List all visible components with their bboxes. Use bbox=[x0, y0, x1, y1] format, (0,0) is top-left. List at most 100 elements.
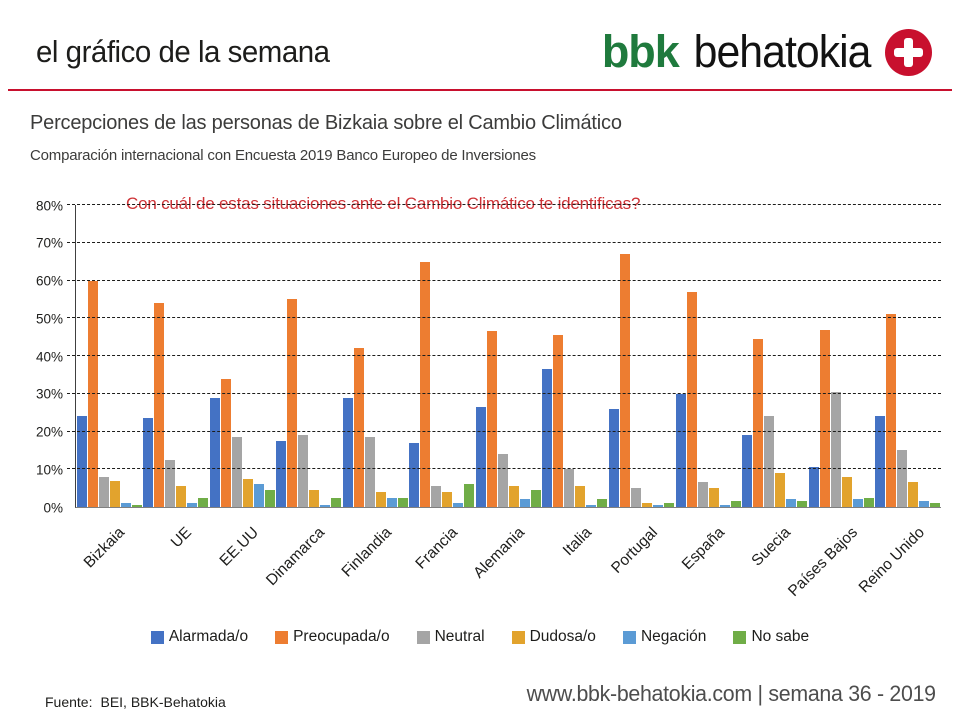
bar-Alarmada/o-Dinamarca bbox=[276, 440, 287, 507]
bar-Preocupada/o-Finlandia bbox=[353, 348, 364, 507]
bar-No sabe-España bbox=[730, 501, 741, 507]
legend-item-Neutral: Neutral bbox=[416, 628, 485, 646]
bar-group-Alemania bbox=[475, 205, 542, 507]
bar-Negación-Bizkaia bbox=[120, 503, 131, 507]
footer-separator: | bbox=[757, 681, 764, 706]
bar-Dudosa/o-UE bbox=[176, 486, 187, 507]
bar-Neutral-Francia bbox=[431, 486, 442, 507]
y-axis-tick-70%: 70% bbox=[35, 235, 63, 251]
gridline-50% bbox=[67, 317, 941, 319]
legend-swatch-icon bbox=[275, 630, 289, 644]
bar-Preocupada/o-Portugal bbox=[620, 254, 631, 507]
x-axis-labels: Bizkaia UE EE.UU Dinamarca Finlandia Francia A… bbox=[75, 514, 941, 604]
plus-cross-icon bbox=[885, 28, 932, 76]
bar-Dudosa/o-EE.UU bbox=[242, 478, 253, 507]
x-axis-label-Francia: Francia bbox=[412, 524, 462, 573]
bar-group-España bbox=[675, 205, 742, 507]
bar-Neutral-Bizkaia bbox=[98, 476, 109, 507]
bar-Alarmada/o-Italia bbox=[542, 369, 553, 507]
bar-Negación-Reino Unido bbox=[919, 501, 930, 507]
bar-Neutral-UE bbox=[165, 459, 176, 507]
bar-Preocupada/o-Alemania bbox=[486, 331, 497, 507]
bar-No sabe-Italia bbox=[597, 499, 608, 507]
bar-No sabe-UE bbox=[198, 497, 209, 507]
y-axis-tick-30%: 30% bbox=[35, 386, 63, 402]
bar-group-Reino Unido bbox=[874, 205, 941, 507]
y-axis-tick-40%: 40% bbox=[35, 349, 63, 364]
chart-title: Percepciones de las personas de Bizkaia … bbox=[30, 112, 622, 134]
bar-Neutral-Alemania bbox=[497, 454, 508, 507]
gridline-70% bbox=[67, 241, 941, 243]
x-axis-label-Portugal: Portugal bbox=[608, 524, 662, 577]
bar-Preocupada/o-Reino Unido bbox=[886, 314, 897, 507]
bar-Alarmada/o-Países Bajos bbox=[808, 467, 819, 507]
x-axis-label-Bizkaia: Bizkaia bbox=[80, 524, 129, 572]
bar-Alarmada/o-Francia bbox=[409, 442, 420, 507]
legend-label: Alarmada/o bbox=[168, 628, 249, 645]
legend-label: Neutral bbox=[434, 628, 485, 645]
legend-label: Dudosa/o bbox=[529, 628, 596, 645]
bar-Preocupada/o-Países Bajos bbox=[819, 329, 830, 507]
bar-No sabe-Dinamarca bbox=[331, 497, 342, 507]
x-axis-label-Dinamarca: Dinamarca bbox=[263, 524, 329, 590]
x-axis-label-Reino Unido: Reino Unido bbox=[855, 524, 928, 597]
bar-Neutral-Portugal bbox=[631, 488, 642, 507]
bar-No sabe-Francia bbox=[464, 484, 475, 507]
bar-Alarmada/o-Reino Unido bbox=[875, 416, 886, 507]
gridline-40% bbox=[67, 355, 941, 356]
bar-group-Bizkaia bbox=[76, 205, 143, 507]
bar-Alarmada/o-Suecia bbox=[742, 435, 753, 507]
legend-label: Negación bbox=[640, 628, 707, 645]
source-note: Fuente: BEI, BBK-Behatokia bbox=[45, 694, 226, 710]
chart-subtitle: Comparación internacional con Encuesta 2… bbox=[30, 147, 536, 164]
gridline-10% bbox=[67, 468, 941, 470]
bar-group-EE.UU bbox=[209, 205, 276, 507]
x-axis-label-Finlandia: Finlandia bbox=[338, 524, 395, 581]
bar-No sabe-Portugal bbox=[664, 503, 675, 507]
bar-Neutral-EE.UU bbox=[231, 437, 242, 507]
legend-swatch-icon bbox=[733, 630, 747, 644]
plot-area: Con cuál de estas situaciones ante el Ca… bbox=[36, 194, 941, 515]
x-axis-label-UE: UE bbox=[167, 524, 195, 552]
y-axis-tick-60%: 60% bbox=[35, 273, 63, 289]
y-axis-tick-80%: 80% bbox=[35, 198, 63, 213]
y-axis-tick-10%: 10% bbox=[35, 462, 63, 478]
bar-group-Portugal bbox=[608, 205, 675, 507]
bar-Neutral-Dinamarca bbox=[298, 435, 309, 507]
logo-behatokia-text: behatokia bbox=[693, 26, 871, 77]
bar-Negación-Francia bbox=[453, 503, 464, 507]
bar-Negación-Portugal bbox=[653, 505, 664, 507]
bar-Neutral-Suecia bbox=[764, 416, 775, 507]
bar-Dudosa/o-España bbox=[708, 488, 719, 507]
legend-item-Dudosa/o: Dudosa/o bbox=[511, 628, 596, 646]
logo-bbk-text: bbk bbox=[601, 26, 680, 77]
source-value: BEI, BBK-Behatokia bbox=[100, 694, 226, 710]
bar-group-Finlandia bbox=[342, 205, 409, 507]
bar-Preocupada/o-Dinamarca bbox=[287, 299, 298, 507]
bar-Negación-Suecia bbox=[786, 499, 797, 507]
header-divider bbox=[8, 89, 952, 91]
bar-group-Suecia bbox=[741, 205, 808, 507]
bar-group-UE bbox=[143, 205, 210, 507]
x-axis-label-Suecia: Suecia bbox=[748, 524, 795, 570]
bar-Dudosa/o-Italia bbox=[575, 486, 586, 507]
bar-Negación-España bbox=[719, 505, 730, 507]
x-axis-label-Países Bajos: Países Bajos bbox=[785, 524, 862, 600]
bar-Negación-EE.UU bbox=[253, 484, 264, 507]
bar-Preocupada/o-EE.UU bbox=[220, 378, 231, 507]
bar-Neutral-Países Bajos bbox=[830, 391, 841, 507]
x-axis-label-Alemania: Alemania bbox=[470, 524, 529, 582]
legend-item-No sabe: No sabe bbox=[733, 628, 809, 646]
bar-No sabe-Países Bajos bbox=[863, 497, 874, 507]
legend-swatch-icon bbox=[511, 630, 525, 644]
bar-group-Francia bbox=[409, 205, 476, 507]
website-url: www.bbk-behatokia.com bbox=[526, 681, 753, 706]
legend-label: No sabe bbox=[751, 628, 810, 645]
bar-Neutral-España bbox=[697, 482, 708, 507]
legend-swatch-icon bbox=[416, 630, 430, 644]
bar-Alarmada/o-EE.UU bbox=[209, 397, 220, 507]
bar-Negación-Alemania bbox=[519, 499, 530, 507]
bar-Neutral-Finlandia bbox=[364, 437, 375, 507]
bar-Alarmada/o-Alemania bbox=[475, 406, 486, 507]
